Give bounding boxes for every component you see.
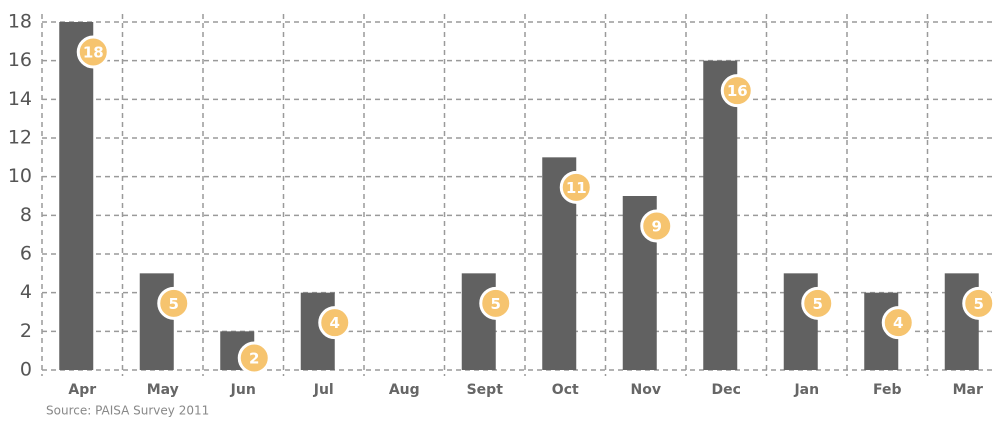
value-badge: [318, 306, 352, 340]
value-label: 5: [974, 295, 984, 313]
value-badge: [881, 306, 915, 340]
value-badge: [962, 286, 993, 320]
y-tick-label: 10: [8, 165, 32, 187]
value-badge: [479, 286, 513, 320]
value-badge: [559, 170, 593, 204]
value-label: 2: [249, 350, 259, 368]
y-tick-label: 6: [20, 243, 32, 265]
y-tick-label: 8: [20, 204, 32, 226]
value-label: 5: [813, 295, 823, 313]
y-tick-label: 14: [8, 88, 32, 110]
y-tick-label: 12: [8, 127, 32, 149]
value-label: 11: [566, 179, 587, 197]
value-badge: [76, 35, 110, 69]
value-label: 16: [727, 82, 748, 100]
x-tick-label: Mar: [953, 382, 983, 398]
x-tick-label: Feb: [873, 382, 902, 398]
value-badge: [801, 286, 835, 320]
x-tick-label: Aug: [389, 382, 420, 398]
value-label: 18: [83, 44, 104, 62]
value-badge: [640, 209, 674, 243]
y-tick-label: 2: [20, 320, 32, 342]
bar: [703, 60, 738, 371]
value-label: 4: [893, 314, 903, 332]
bar: [59, 22, 94, 370]
value-label: 5: [169, 295, 179, 313]
x-tick-label: Oct: [552, 382, 579, 398]
x-tick-label: Jul: [313, 382, 334, 398]
x-tick-label: Jan: [793, 382, 819, 398]
y-tick-label: 0: [20, 359, 32, 381]
x-tick-label: Dec: [712, 382, 741, 398]
y-tick-label: 4: [20, 281, 32, 303]
y-tick-label: 16: [8, 49, 32, 71]
value-badge: [157, 286, 191, 320]
x-tick-label: May: [147, 382, 179, 398]
x-tick-label: Nov: [631, 382, 661, 398]
value-label: 4: [330, 314, 340, 332]
value-badge: [237, 341, 271, 375]
value-badge: [720, 74, 754, 108]
value-label: 9: [652, 218, 662, 236]
y-tick-label: 18: [8, 11, 32, 33]
x-tick-label: Sept: [467, 382, 504, 398]
value-label: 5: [491, 295, 501, 313]
x-tick-label: Apr: [68, 382, 96, 398]
x-tick-label: Jun: [230, 382, 256, 398]
source: Source: PAISA Survey 2011: [46, 404, 209, 418]
